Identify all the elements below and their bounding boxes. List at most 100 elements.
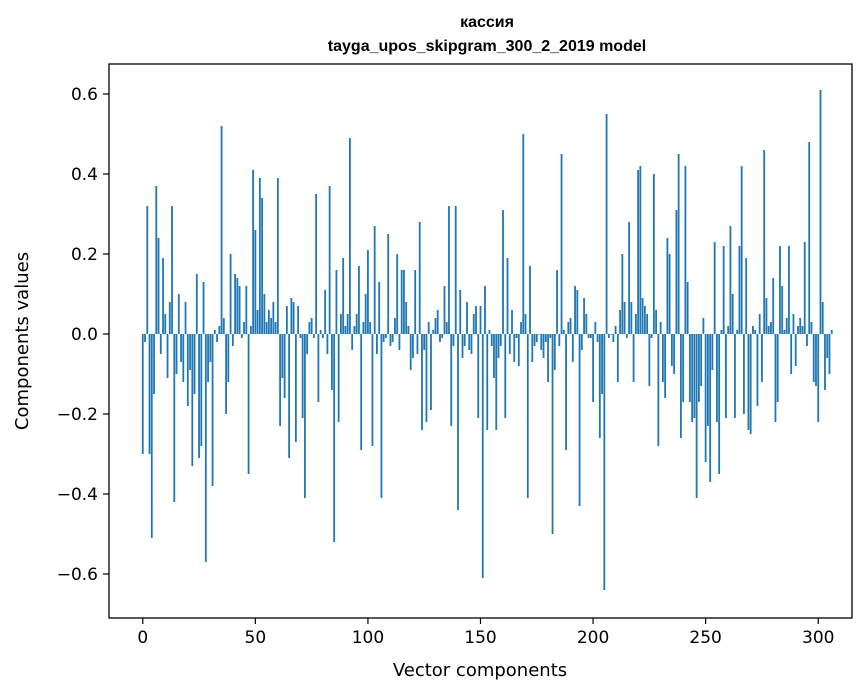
bar	[587, 334, 590, 338]
chart-title-model: tayga_upos_skipgram_300_2_2019 model	[328, 38, 646, 55]
bar	[301, 334, 304, 418]
bar	[711, 334, 714, 370]
bar	[815, 334, 817, 386]
bar	[416, 334, 419, 354]
bar	[409, 334, 412, 370]
bar	[364, 294, 367, 334]
bar	[191, 334, 194, 466]
bar	[371, 334, 374, 446]
bar	[308, 322, 311, 334]
bar	[738, 246, 741, 334]
bar	[454, 206, 457, 334]
bar	[610, 334, 612, 335]
bar	[592, 334, 594, 402]
bar	[722, 246, 725, 334]
y-tick-label: 0.4	[71, 165, 98, 185]
bar	[808, 142, 811, 334]
bar	[324, 290, 327, 334]
bar	[312, 334, 315, 338]
bar	[709, 334, 712, 482]
bar	[542, 334, 545, 358]
bar	[373, 226, 376, 334]
bar	[758, 314, 761, 334]
bar	[812, 334, 815, 382]
bar	[574, 286, 576, 334]
bar	[146, 206, 149, 334]
bar	[380, 334, 383, 498]
bar	[272, 302, 275, 334]
bar	[162, 258, 164, 334]
bar	[261, 198, 263, 334]
bar	[418, 222, 421, 334]
bar	[326, 334, 329, 354]
bar	[472, 314, 475, 334]
bar	[238, 286, 241, 334]
bar	[385, 334, 387, 338]
bar	[526, 334, 529, 498]
bar	[567, 322, 570, 334]
bar	[686, 282, 689, 334]
bar	[355, 314, 358, 334]
bar	[562, 330, 565, 334]
bar	[565, 334, 567, 450]
bar	[256, 310, 259, 334]
bar	[168, 302, 171, 334]
bar	[734, 334, 736, 418]
bar	[797, 326, 799, 334]
bar	[488, 330, 491, 334]
bar	[770, 322, 772, 334]
bar	[186, 334, 189, 406]
bar	[736, 330, 739, 334]
bar	[180, 334, 182, 362]
bar	[274, 322, 277, 334]
bar	[675, 210, 678, 334]
bar	[468, 334, 471, 350]
bar	[583, 298, 585, 334]
bar	[193, 334, 196, 394]
bar	[450, 334, 453, 426]
bar	[306, 334, 309, 354]
bar	[436, 310, 439, 334]
bar	[580, 334, 583, 350]
bar	[531, 334, 534, 362]
bar	[400, 270, 403, 334]
bar	[414, 270, 417, 334]
bar	[646, 314, 649, 334]
bar	[337, 334, 340, 422]
bar	[749, 334, 752, 434]
bar	[403, 270, 405, 334]
bar	[643, 306, 646, 334]
bar	[317, 334, 320, 402]
bars-group	[141, 90, 833, 590]
bar	[499, 334, 502, 346]
bar	[754, 330, 757, 334]
bar	[443, 286, 446, 334]
bar	[423, 334, 426, 350]
bar	[155, 186, 158, 334]
bar	[792, 314, 795, 334]
bar	[294, 334, 297, 442]
bar	[466, 302, 468, 334]
bar	[628, 222, 630, 334]
plot-frame	[108, 63, 853, 619]
bar	[263, 294, 266, 334]
bar	[702, 318, 705, 334]
bar	[315, 194, 318, 334]
bar	[684, 166, 687, 334]
bar	[407, 326, 410, 334]
bar	[173, 334, 176, 502]
bar	[164, 314, 167, 334]
bar	[729, 226, 732, 334]
bar	[459, 290, 462, 334]
bar	[747, 334, 750, 430]
bar	[362, 322, 365, 334]
bar	[664, 334, 667, 398]
bar	[598, 334, 601, 438]
bar	[790, 334, 793, 374]
bar	[623, 302, 626, 334]
bar	[781, 286, 784, 334]
bar	[544, 334, 547, 342]
bar	[299, 334, 302, 338]
bar	[421, 334, 423, 430]
bar	[520, 322, 522, 334]
